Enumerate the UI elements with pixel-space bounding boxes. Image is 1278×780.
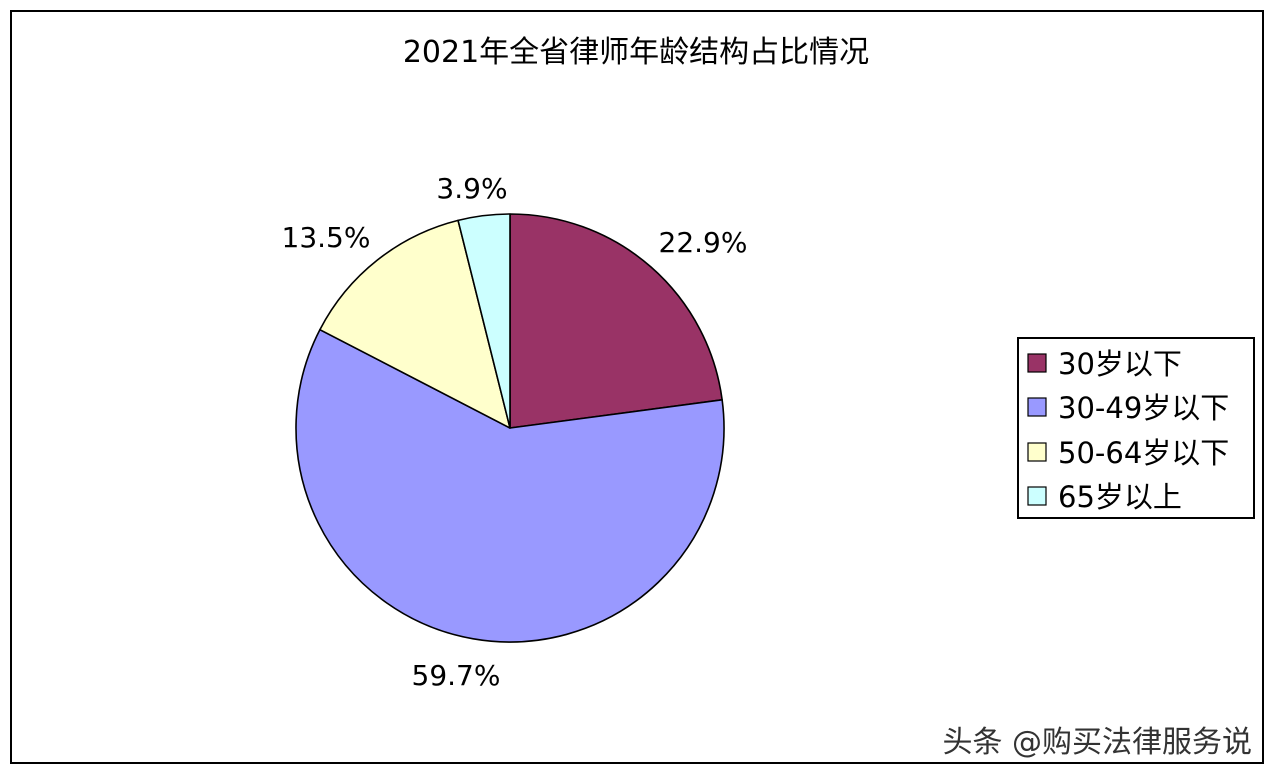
data-label-1: 59.7% [412,659,501,692]
legend-swatch-2 [1027,442,1047,462]
legend: 30岁以下 30-49岁以下 50-64岁以下 65岁以上 [1017,337,1255,519]
pie-slices [295,213,725,643]
legend-label-1: 30-49岁以下 [1058,391,1229,425]
pie-slice-2 [319,219,511,429]
watermark: 头条 @购买法律服务说 [942,725,1252,760]
legend-label-0: 30岁以下 [1058,347,1182,381]
pie-slice-0 [509,213,723,429]
data-label-0: 22.9% [659,226,748,259]
legend-label-2: 50-64岁以下 [1058,436,1229,470]
data-label-3: 3.9% [436,172,507,205]
pie-slice-3 [457,213,511,429]
legend-label-3: 65岁以上 [1058,480,1182,514]
legend-swatch-1 [1027,397,1047,417]
pie-slice-1 [295,328,725,643]
chart-title: 2021年全省律师年龄结构占比情况 [403,35,869,70]
legend-box [1017,337,1255,519]
legend-swatch-3 [1027,486,1047,506]
legend-swatch-0 [1027,353,1047,373]
data-label-2: 13.5% [282,221,371,254]
